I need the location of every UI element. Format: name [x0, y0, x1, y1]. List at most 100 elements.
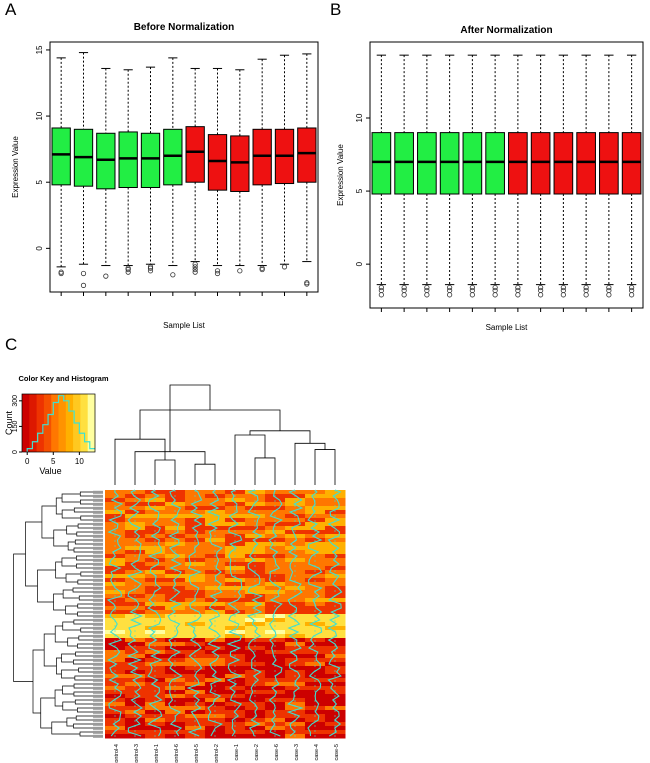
dendrogram-branch — [134, 451, 206, 485]
heatmap-cell — [205, 546, 226, 551]
heatmap-cell — [245, 706, 266, 711]
plot-frame — [369, 41, 644, 309]
heatmap-cell — [145, 550, 166, 555]
heatmap-cell — [125, 590, 146, 595]
outlier-point — [583, 287, 589, 294]
outlier-point — [629, 284, 635, 291]
column-trace — [268, 489, 284, 737]
heatmap-cell — [265, 610, 286, 615]
heatmap-cell — [265, 530, 286, 535]
heatmap-cell — [225, 522, 246, 527]
histogram-line — [26, 395, 95, 452]
box-body — [118, 131, 138, 189]
heatmap-cell — [245, 582, 266, 587]
outlier-point — [192, 264, 198, 270]
heatmap-cell — [125, 506, 146, 511]
heatmap-cell — [185, 726, 206, 731]
heatmap-cell — [165, 730, 186, 735]
outlier-point — [401, 287, 407, 294]
heatmap-cell — [145, 530, 166, 535]
column-trace — [307, 489, 323, 737]
heatmap-cell — [105, 570, 126, 575]
heatmap-cell — [285, 702, 306, 707]
column-label: control-1 — [154, 744, 160, 763]
heatmap-cell — [125, 602, 146, 607]
dendrogram-branch — [62, 589, 80, 599]
heatmap-cell — [185, 510, 206, 515]
heatmap-cell — [185, 682, 206, 687]
heatmap-cell — [105, 622, 126, 627]
heatmap-cell — [305, 686, 326, 691]
heatmap-cell — [305, 550, 326, 555]
outlier-point — [147, 268, 154, 274]
row-label — [93, 710, 103, 714]
dendrogram-branch — [254, 457, 276, 485]
row-label — [93, 630, 103, 634]
box-8 — [207, 67, 228, 277]
box-8 — [530, 54, 551, 298]
heatmap-cell — [225, 526, 246, 531]
heatmap-cell — [185, 686, 206, 691]
heatmap-cell — [185, 666, 206, 671]
heatmap-cell — [125, 706, 146, 711]
heatmap-cell — [305, 610, 326, 615]
heatmap-cell — [245, 546, 266, 551]
heatmap-cell — [105, 726, 126, 731]
heatmap-cell — [165, 490, 186, 495]
heatmap-cell — [125, 662, 146, 667]
heatmap-cell — [145, 562, 166, 567]
heatmap-cell — [325, 702, 346, 707]
box-body — [207, 134, 228, 191]
heatmap-cell — [305, 522, 326, 527]
heatmap-cell — [225, 726, 246, 731]
heatmap-cell — [285, 710, 306, 715]
heatmap-cell — [305, 570, 326, 575]
outlier-point — [538, 292, 544, 298]
key-y-tick-label: 300 — [12, 395, 19, 407]
dendrogram-branch — [62, 701, 78, 711]
heatmap-cell — [185, 606, 206, 611]
heatmap-cell — [145, 630, 166, 635]
row-label — [93, 694, 103, 698]
heatmap-cell — [105, 542, 126, 547]
outlier-point — [192, 266, 198, 273]
outlier-point — [492, 292, 498, 298]
row-label — [93, 714, 103, 718]
outlier-point — [606, 292, 612, 298]
heatmap-cell — [245, 726, 266, 731]
outlier-point — [629, 287, 635, 294]
panel-label-a: A — [5, 0, 17, 19]
outlier-point — [515, 292, 521, 298]
heatmap-cell — [125, 562, 146, 567]
heatmap-cell — [305, 646, 326, 651]
outlier-point — [103, 273, 109, 279]
dendrogram-branch — [80, 571, 93, 577]
heatmap-cell — [125, 622, 146, 627]
heatmap-cell — [165, 570, 186, 575]
heatmap-cell — [165, 706, 186, 711]
heatmap-cell — [165, 682, 186, 687]
heatmap-cell — [105, 510, 126, 515]
heatmap-cell — [145, 662, 166, 667]
y-tick-label: 5 — [355, 188, 364, 193]
dendrogram-branch — [73, 659, 93, 665]
box-3 — [96, 67, 116, 279]
row-label — [93, 698, 103, 702]
heatmap-cell — [265, 602, 286, 607]
heatmap-cell — [225, 646, 246, 651]
heatmap-cell — [125, 542, 146, 547]
heatmap-cell — [125, 686, 146, 691]
heatmap-cell — [125, 646, 146, 651]
after-normalization-boxplot: After Normalization Sample List Expression… — [336, 25, 644, 332]
heatmap-cell — [185, 602, 206, 607]
dendrogram-branch — [78, 667, 93, 673]
heatmap-cell — [225, 706, 246, 711]
outlier-point — [515, 284, 521, 291]
heatmap-cell — [205, 650, 226, 655]
box-body — [163, 128, 183, 186]
heatmap-cell — [205, 666, 226, 671]
heatmap-cell — [325, 582, 346, 587]
heatmap-cell — [225, 630, 246, 635]
row-label — [93, 606, 103, 610]
color-key-swatch — [65, 394, 74, 452]
